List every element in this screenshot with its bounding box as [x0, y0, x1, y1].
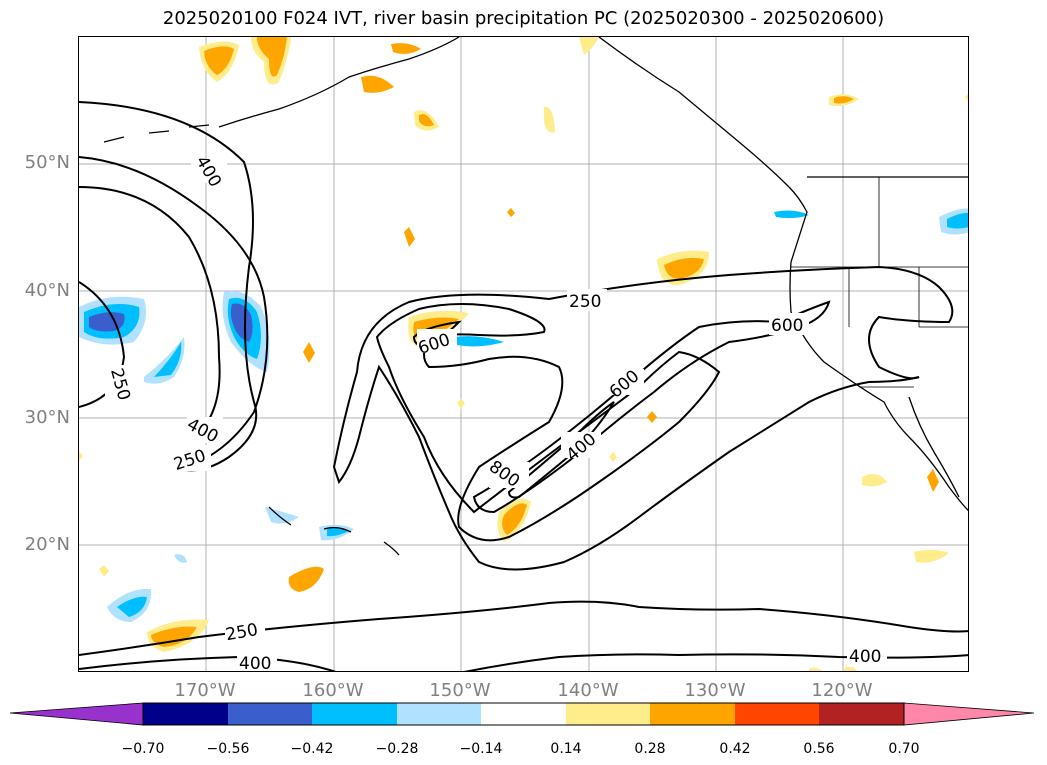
colorbar-bin-neg-056: [228, 703, 312, 725]
contour-800-jet: [507, 401, 615, 499]
colorbar-tick-neg-028: −0.28: [375, 741, 419, 757]
colorbar-bin-neg-028: [397, 703, 481, 725]
lat-label-20n: 20°N: [24, 534, 70, 555]
colorbar-tick-pos-042: 0.42: [719, 741, 751, 757]
lon-label-160w: 160°W: [302, 680, 364, 701]
contour-label-400-southeast: 400: [849, 647, 881, 667]
colorbar-tick-neg-056: −0.56: [206, 741, 250, 757]
neg-area-mid: [454, 336, 504, 347]
pos-area-alaska-2: [391, 43, 421, 54]
neg-area-idaho-core: [947, 212, 968, 229]
colorbar-tick-neg-070: −0.70: [121, 741, 165, 757]
pos-area-dot-4: [99, 565, 109, 577]
lon-label-130w: 130°W: [684, 680, 746, 701]
pos-area-baja: [862, 473, 887, 487]
pos-area-small-1: [303, 342, 315, 363]
hawaii-islands: [268, 506, 400, 556]
colorbar-tick-pos-056: 0.56: [803, 741, 835, 757]
pos-area-ne-pacific-core: [664, 257, 704, 279]
contour-250-west-2: [79, 281, 126, 408]
lon-label-150w: 150°W: [429, 680, 491, 701]
pos-area-dot-3: [609, 452, 617, 462]
colorbar-extend-over: [903, 702, 1035, 726]
lon-label-170w: 170°W: [174, 680, 236, 701]
lat-label-40n: 40°N: [24, 280, 70, 301]
colorbar-bin-pos-028: [650, 703, 735, 725]
pos-area-dot-7: [965, 94, 968, 102]
colorbar-bin-neutral: [481, 703, 566, 725]
neg-area-west-inner: [89, 312, 125, 332]
pos-area-aleutian-1-core: [204, 46, 234, 75]
colorbar-tick-pos-028: 0.28: [634, 741, 666, 757]
se-alaska-coast: [598, 37, 790, 188]
pos-area-hawaii-sw: [288, 566, 324, 592]
pos-area-bottom-right-2: [809, 667, 822, 671]
colorbar-bin-pos-014: [566, 703, 650, 725]
contour-label-250-south: 250: [224, 620, 259, 645]
contour-250-south: [79, 600, 968, 656]
pos-area-dot-6: [507, 208, 515, 217]
pos-area-arizona: [927, 469, 939, 492]
colorbar-bin-neg-070: [143, 703, 228, 725]
pos-area-aleutian-2-core: [257, 37, 287, 77]
neg-area-sw-core: [117, 596, 147, 617]
neg-area-streak: [144, 337, 185, 384]
colorbar-bin-pos-042: [735, 703, 819, 725]
lat-label-30n: 30°N: [24, 407, 70, 428]
us-west-coast: [789, 261, 968, 512]
colorbar-bin-neg-042: [312, 703, 397, 725]
bc-coast: [788, 186, 808, 263]
neg-area-oregon: [774, 210, 809, 219]
pos-area-dot-5: [79, 451, 83, 461]
positive-pc-shading: [79, 37, 968, 671]
pos-area-bc-core: [834, 96, 854, 104]
contour-250-west: [79, 156, 269, 470]
map-title: 2025020100 F024 IVT, river basin precipi…: [162, 8, 885, 29]
alaska-coast: [218, 37, 460, 128]
pos-area-small-2: [404, 227, 415, 247]
neg-area-small: [174, 554, 187, 563]
colorbar-bin-pos-056: [819, 703, 904, 725]
baja-coast: [908, 396, 960, 498]
lon-label-120w: 120°W: [811, 680, 873, 701]
map-canvas: 400 250 400 250 250 600 600 600 400 800 …: [79, 37, 968, 672]
neg-area-hawaii-n: [265, 507, 299, 524]
colorbar-tick-neg-014: −0.14: [459, 741, 503, 757]
pos-area-dot-8: [579, 37, 599, 55]
neg-area-central-inner: [230, 303, 253, 342]
colorbar-tick-pos-070: 0.70: [888, 741, 920, 757]
contour-400-west: [79, 101, 258, 472]
contour-label-group: 400 250 400 250 250 600 600 600 400 800 …: [105, 153, 887, 672]
contour-label-400-south: 400: [239, 654, 271, 672]
contour-400-south: [79, 653, 968, 671]
contour-label-250-jet: 250: [569, 292, 601, 312]
pos-area-dot-1: [457, 399, 465, 409]
map-panel: 400 250 400 250 250 600 600 600 400 800 …: [78, 36, 969, 672]
neg-area-streak-core: [154, 342, 182, 377]
pos-area-dot-2: [647, 411, 657, 423]
graticule: [79, 37, 968, 671]
colorbar-tick-pos-014: 0.14: [550, 741, 582, 757]
colorbar: [10, 702, 1035, 726]
negative-pc-shading: [79, 208, 968, 622]
colorbar-extend-under: [10, 702, 144, 726]
pos-area-jet-sw-core: [502, 503, 527, 535]
pos-area-southeast-ak: [544, 106, 555, 133]
contour-label-600-east: 600: [771, 316, 803, 336]
lon-label-140w: 140°W: [557, 680, 619, 701]
contour-400-west-2: [79, 186, 221, 443]
colorbar-tick-neg-042: −0.42: [290, 741, 334, 757]
coastlines: [103, 37, 968, 556]
pos-area-gulf-core: [419, 114, 434, 127]
pos-area-mexico: [914, 549, 949, 563]
pos-area-alaska-1: [361, 75, 394, 93]
lat-label-50n: 50°N: [24, 152, 70, 173]
